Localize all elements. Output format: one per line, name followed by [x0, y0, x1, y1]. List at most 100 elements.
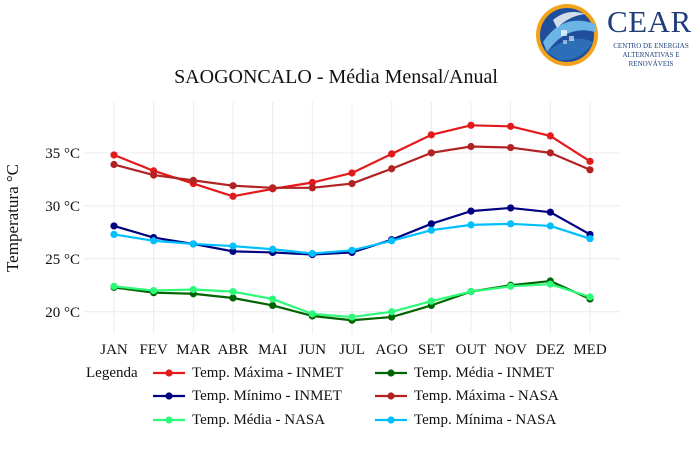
data-point[interactable]	[110, 151, 118, 159]
legend-item[interactable]: Temp. Mínima - NASA	[374, 409, 556, 431]
x-tick-label: MAR	[176, 342, 210, 358]
x-tick-label: MED	[573, 342, 607, 358]
data-point[interactable]	[467, 207, 475, 215]
data-point[interactable]	[546, 132, 554, 140]
data-point[interactable]	[308, 184, 316, 192]
legend-swatch-icon	[153, 416, 185, 424]
data-point[interactable]	[467, 142, 475, 151]
data-point[interactable]	[388, 165, 396, 173]
legend-swatch-icon	[375, 416, 407, 424]
legend-label: Temp. Máxima - INMET	[192, 364, 344, 381]
data-point[interactable]	[586, 157, 594, 165]
data-point[interactable]	[507, 143, 515, 152]
data-point[interactable]	[348, 313, 356, 321]
data-point[interactable]	[348, 169, 356, 177]
x-tick-label: JAN	[100, 342, 128, 358]
data-point[interactable]	[467, 288, 475, 296]
data-point[interactable]	[586, 235, 594, 243]
data-point[interactable]	[110, 282, 118, 290]
legend-label: Temp. Mínimo - INMET	[192, 387, 342, 404]
series-5	[110, 280, 594, 321]
data-point[interactable]	[110, 230, 118, 239]
data-point[interactable]	[586, 293, 594, 301]
data-point[interactable]	[308, 178, 316, 187]
y-tick-label: 30 °C	[45, 199, 80, 215]
data-point[interactable]	[150, 237, 158, 245]
legend-label: Temp. Máxima - NASA	[414, 387, 559, 404]
x-tick-label: JUN	[299, 342, 327, 358]
data-point[interactable]	[110, 222, 118, 230]
data-point[interactable]	[427, 149, 435, 157]
x-tick-label: DEZ	[536, 342, 565, 358]
data-point[interactable]	[586, 166, 594, 174]
series-layer	[110, 121, 594, 324]
x-tick-label: ABR	[218, 342, 249, 358]
legend-item[interactable]: Temp. Mínimo - INMET	[152, 385, 342, 407]
data-point[interactable]	[388, 237, 396, 245]
data-point[interactable]	[388, 313, 396, 321]
data-point[interactable]	[308, 310, 316, 318]
legend-swatch-icon	[375, 369, 407, 377]
series-6	[110, 220, 594, 258]
data-point[interactable]	[546, 222, 554, 230]
data-point[interactable]	[229, 288, 237, 296]
x-tick-label: SET	[418, 342, 445, 358]
logo-subtitle-line1: CENTRO DE ENERGIAS	[613, 42, 689, 50]
logo-subtitle: CENTRO DE ENERGIAS ALTERNATIVAS E RENOVÁ…	[605, 42, 697, 69]
legend-swatch-icon	[375, 392, 407, 400]
data-point[interactable]	[269, 245, 277, 253]
data-point[interactable]	[427, 297, 435, 305]
data-point[interactable]	[229, 182, 237, 190]
legend-item[interactable]: Temp. Máxima - NASA	[374, 385, 559, 407]
data-point[interactable]	[388, 150, 396, 158]
chart-title: SAOGONCALO - Média Mensal/Anual	[174, 66, 498, 88]
data-point[interactable]	[546, 208, 554, 216]
data-point[interactable]	[229, 247, 237, 255]
legend-item[interactable]: Temp. Média - INMET	[374, 362, 554, 384]
data-point[interactable]	[507, 204, 515, 212]
data-point[interactable]	[507, 122, 515, 130]
y-axis-label: Temperatura °C	[3, 164, 22, 272]
data-point[interactable]	[189, 176, 197, 184]
data-point[interactable]	[150, 171, 158, 179]
legend-label: Temp. Média - NASA	[192, 411, 326, 428]
y-tick-label: 20 °C	[45, 305, 80, 321]
x-axis-ticks: JAN FEV MAR ABR MAI JUN JUL AGO SET OUT NOV DEZ MED	[100, 342, 607, 358]
data-point[interactable]	[269, 295, 277, 303]
legend-label: Temp. Mínima - NASA	[414, 411, 557, 428]
x-tick-label: FEV	[139, 342, 168, 358]
data-point[interactable]	[150, 286, 158, 295]
legend-swatch-icon	[153, 369, 185, 377]
data-point[interactable]	[467, 121, 475, 129]
legend-item[interactable]: Temp. Máxima - INMET	[152, 362, 343, 384]
data-point[interactable]	[427, 220, 435, 228]
data-point[interactable]	[269, 301, 277, 309]
y-tick-label: 35 °C	[45, 146, 80, 162]
x-tick-label: OUT	[456, 342, 487, 358]
data-point[interactable]	[189, 285, 197, 294]
data-point[interactable]	[507, 282, 515, 290]
x-tick-label: NOV	[494, 342, 527, 358]
legend-item[interactable]: Temp. Média - NASA	[152, 409, 325, 431]
data-point[interactable]	[269, 184, 277, 192]
data-point[interactable]	[546, 280, 554, 288]
data-point[interactable]	[348, 179, 356, 188]
series-4	[110, 142, 594, 192]
data-point[interactable]	[308, 249, 316, 258]
data-point[interactable]	[348, 246, 356, 254]
data-point[interactable]	[229, 242, 237, 250]
data-point[interactable]	[229, 192, 237, 200]
data-point[interactable]	[507, 220, 515, 228]
data-point[interactable]	[467, 221, 475, 229]
x-tick-label: JUL	[339, 342, 365, 358]
data-point[interactable]	[189, 240, 197, 248]
data-point[interactable]	[110, 160, 118, 169]
data-point[interactable]	[388, 308, 396, 316]
y-axis-ticks: 20 °C 25 °C 30 °C 35 °C	[45, 146, 80, 321]
data-point[interactable]	[427, 131, 435, 139]
data-point[interactable]	[427, 226, 435, 234]
legend-swatch-icon	[153, 392, 185, 400]
logo-subtitle-line2: ALTERNATIVAS E RENOVÁVEIS	[622, 51, 680, 68]
data-point[interactable]	[229, 294, 237, 302]
data-point[interactable]	[546, 149, 554, 157]
